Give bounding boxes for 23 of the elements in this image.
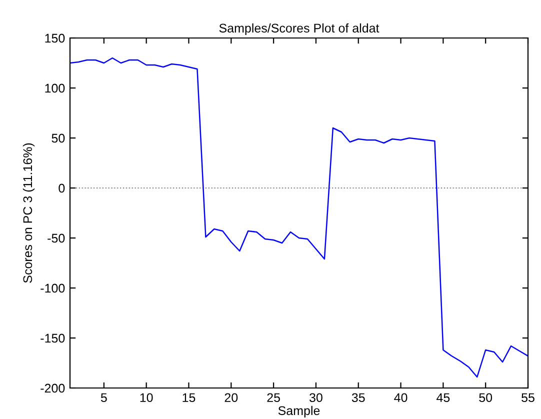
y-tick-label: 50 — [52, 134, 65, 143]
y-tick-label: 100 — [45, 84, 65, 93]
x-tick-label: 40 — [394, 393, 408, 402]
x-tick-label: 15 — [182, 393, 196, 402]
y-axis-title: Scores on PC 3 (11.16%) — [22, 143, 35, 283]
y-tick-label: -50 — [48, 234, 65, 243]
y-tick-label: 0 — [58, 184, 65, 193]
line-series — [70, 57, 528, 378]
x-tick-label: 45 — [436, 393, 450, 402]
y-tick-label: -200 — [40, 384, 65, 393]
x-tick-label: 35 — [352, 393, 365, 402]
x-axis-title: Sample — [278, 406, 320, 418]
y-tick-label: -150 — [40, 334, 65, 343]
chart-title: Samples/Scores Plot of aldat — [219, 23, 380, 36]
x-tick-label: 25 — [267, 393, 280, 402]
y-tick-label: -100 — [40, 284, 65, 293]
x-tick-label: 50 — [479, 393, 492, 402]
x-tick-label: 10 — [140, 393, 153, 402]
y-tick-label: 150 — [45, 34, 65, 43]
x-tick-label: 5 — [100, 393, 107, 402]
x-tick-label: 30 — [309, 393, 322, 402]
x-tick-label: 55 — [522, 393, 534, 402]
x-tick-label: 20 — [224, 393, 238, 402]
